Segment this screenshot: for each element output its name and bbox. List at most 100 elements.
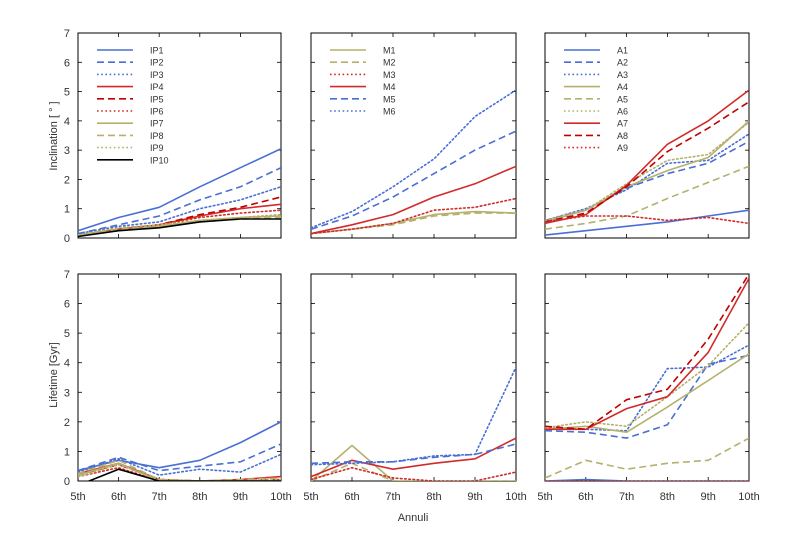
x-tick-label: 10th <box>505 491 526 503</box>
series-line <box>311 444 516 481</box>
series-line-ip3 <box>78 186 281 235</box>
series-line-a1 <box>545 209 749 236</box>
legend-label: A4 <box>617 82 628 92</box>
series-group <box>545 89 749 236</box>
panel-5: 5th 6th 7th 8th 9th 10th <box>303 273 527 503</box>
legend-label: M4 <box>383 82 396 92</box>
series-group <box>545 274 749 481</box>
legend-label: A8 <box>617 131 628 141</box>
legend-label: M3 <box>383 70 396 80</box>
legend-label: IP4 <box>150 82 164 92</box>
series-line <box>78 462 281 481</box>
y-tick-label: 5 <box>64 87 70 99</box>
y-tick-label: 1 <box>64 446 70 458</box>
series-line <box>311 366 516 466</box>
panel-6: 5th 6th 7th 8th 9th 10th <box>537 273 760 503</box>
legend-label: A9 <box>617 143 628 153</box>
legend: IP1 IP2 IP3 IP4 IP5 IP6 IP7 IP8 IP9 IP10 <box>97 46 169 165</box>
legend-label: A6 <box>617 107 628 117</box>
legend: A1 A2 A3 A4 A5 A6 A7 A8 A9 <box>564 46 628 153</box>
series-line-a9 <box>545 215 749 225</box>
y-axis-label-lifetime: Lifetime [Gyr] <box>48 342 60 407</box>
y-tick-label: 0 <box>64 476 70 488</box>
series-line-m3 <box>311 197 516 235</box>
x-axis-label: Annuli <box>398 512 429 524</box>
panel-2: M1 M2 M3 M4 M5 M6 <box>310 32 517 239</box>
legend-label: IP3 <box>150 70 164 80</box>
series-line <box>545 344 749 432</box>
x-tick-label: 8th <box>192 491 207 503</box>
plot-frame <box>77 32 282 239</box>
series-line-m4 <box>311 165 516 235</box>
x-tick-label: 8th <box>660 491 675 503</box>
series-line <box>78 466 281 481</box>
x-tick-label: 9th <box>233 491 248 503</box>
legend-label: IP8 <box>150 131 164 141</box>
series-line-a8 <box>545 101 749 223</box>
x-tick-label: 6th <box>344 491 359 503</box>
y-tick-label: 7 <box>64 28 70 40</box>
y-tick-label: 5 <box>64 328 70 340</box>
series-line <box>545 353 749 434</box>
x-tick-label: 7th <box>152 491 167 503</box>
plot-frame <box>310 273 517 482</box>
plot-frame <box>310 32 517 239</box>
series-line <box>545 478 749 481</box>
series-line <box>545 354 749 439</box>
legend-label: M2 <box>383 58 396 68</box>
legend-label: M5 <box>383 94 396 104</box>
chart-panels: 0 1 2 3 4 5 6 7 IP1 IP2 IP3 IP4 IP5 IP6 IP7 IP8 IP9 IP10 M… <box>64 28 760 503</box>
legend-label: IP1 <box>150 46 164 56</box>
y-tick-label: 3 <box>64 387 70 399</box>
x-tick-label: 6th <box>111 491 126 503</box>
series-line <box>545 321 749 429</box>
x-tick-label: 10th <box>738 491 759 503</box>
series-line-ip10 <box>78 218 281 238</box>
x-tick-label: 5th <box>303 491 318 503</box>
panel-3: A1 A2 A3 A4 A5 A6 A7 A8 A9 <box>544 32 750 239</box>
x-tick-label: 7th <box>619 491 634 503</box>
legend-label: M6 <box>383 107 396 117</box>
legend-label: IP7 <box>150 119 164 129</box>
series-line-m5 <box>311 130 516 230</box>
y-tick-label: 6 <box>64 299 70 311</box>
series-group <box>311 89 516 235</box>
y-axis-label-inclination: Inclination [ ° ] <box>48 101 60 170</box>
series-group <box>311 366 516 481</box>
legend: M1 M2 M3 M4 M5 M6 <box>330 46 396 117</box>
x-tick-label: 7th <box>385 491 400 503</box>
y-tick-label: 4 <box>64 358 70 370</box>
y-tick-label: 2 <box>64 417 70 429</box>
series-line-a7 <box>545 89 749 225</box>
series-line <box>311 466 516 481</box>
series-line-ip9 <box>78 213 281 236</box>
x-tick-label: 9th <box>701 491 716 503</box>
series-group <box>78 421 281 481</box>
series-line <box>545 274 749 431</box>
legend-label: A1 <box>617 46 628 56</box>
series-line <box>78 453 281 476</box>
series-line <box>78 459 281 481</box>
x-tick-label: 6th <box>578 491 593 503</box>
series-line <box>311 462 516 481</box>
x-tick-label: 8th <box>426 491 441 503</box>
series-line <box>545 278 749 431</box>
series-line <box>545 437 749 479</box>
legend-label: IP10 <box>150 155 169 165</box>
series-line <box>78 421 281 472</box>
series-line-ip1 <box>78 147 281 232</box>
series-line <box>311 437 516 478</box>
y-tick-label: 7 <box>64 269 70 281</box>
series-line-a3 <box>545 133 749 222</box>
series-line <box>86 468 281 481</box>
panel-4: 0 1 2 3 4 5 6 7 5th 6th 7th 8th 9th 10th <box>64 269 292 503</box>
series-group <box>78 147 281 238</box>
y-tick-label: 3 <box>64 145 70 157</box>
legend-label: IP9 <box>150 143 164 153</box>
plot-frame <box>544 32 750 239</box>
y-tick-label: 6 <box>64 57 70 69</box>
series-line <box>78 443 281 472</box>
legend-label: A5 <box>617 94 628 104</box>
y-tick-label: 0 <box>64 233 70 245</box>
